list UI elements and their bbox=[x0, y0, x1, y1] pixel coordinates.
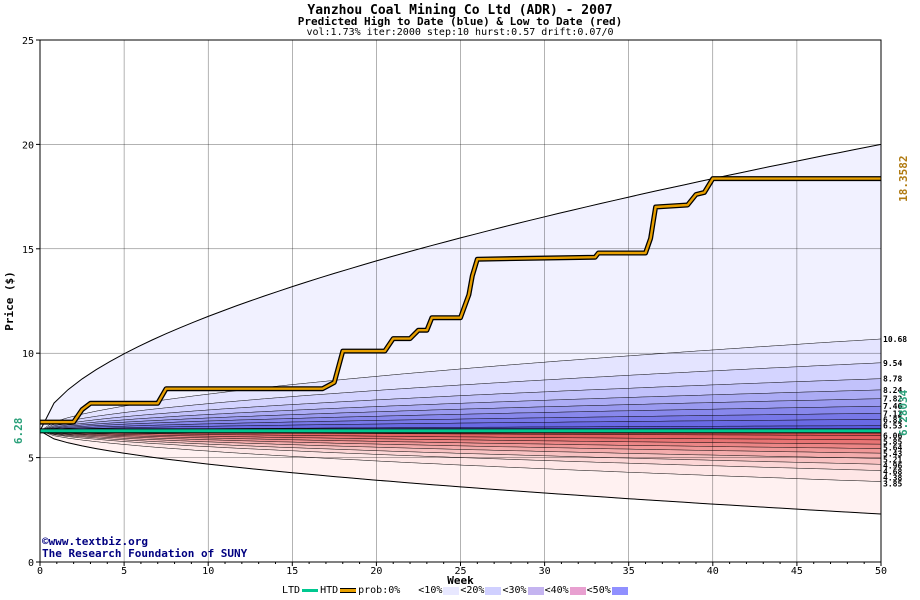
level-label-7: 6.83 bbox=[883, 415, 902, 424]
level-label-4: 7.82 bbox=[883, 395, 902, 404]
y-axis-label: Price ($) bbox=[3, 271, 16, 331]
level-label-13: 5.21 bbox=[883, 455, 902, 464]
y-tick-label-10: 10 bbox=[22, 349, 34, 360]
level-label-9: 6.06 bbox=[883, 431, 902, 440]
credit-site: ©www.textbiz.org bbox=[42, 535, 148, 548]
x-axis-label: Week bbox=[447, 574, 474, 587]
legend-ltd-swatch bbox=[302, 589, 319, 592]
y-tick-label-15: 15 bbox=[22, 245, 34, 256]
level-labels: 6.28 10.68 9.54 8.78 8.247.827.467.126.836.5… bbox=[12, 156, 910, 489]
level-label-14: 4.96 bbox=[883, 461, 902, 470]
y-tick-label-25: 25 bbox=[22, 36, 34, 47]
level-label-17: 3.85 bbox=[883, 479, 902, 488]
legend-htd-swatch bbox=[340, 588, 357, 593]
level-label-12: 5.43 bbox=[883, 449, 902, 458]
x-tick-label-0: 0 bbox=[37, 566, 43, 577]
legend-htd-label: HTD bbox=[320, 585, 339, 596]
legend-item-50: <50% bbox=[586, 585, 611, 596]
legend-item-20: <20% bbox=[460, 585, 485, 596]
level-label-3: 8.24 bbox=[883, 386, 902, 395]
y-tick-label-0: 0 bbox=[28, 558, 34, 569]
legend-item-40: <40% bbox=[544, 585, 569, 596]
level-label-6: 7.12 bbox=[883, 409, 902, 418]
chart-subtitle: Predicted High to Date (blue) & Low to D… bbox=[297, 15, 623, 28]
legend-swatch-10 bbox=[443, 586, 460, 595]
ltd-value-label: 6.28034 bbox=[897, 389, 910, 436]
htd-value-label: 18.3582 bbox=[897, 156, 910, 202]
level-label-8: 6.53 bbox=[883, 422, 902, 431]
x-tick-label-40: 40 bbox=[707, 566, 719, 577]
level-label-10: 5.85 bbox=[883, 437, 902, 446]
x-tick-label-30: 30 bbox=[539, 566, 551, 577]
x-tick-label-50: 50 bbox=[875, 566, 887, 577]
y-tick-label-5: 5 bbox=[28, 454, 34, 465]
y-tick-label-20: 20 bbox=[22, 140, 34, 151]
level-label-16: 4.38 bbox=[883, 473, 902, 482]
series bbox=[40, 176, 881, 434]
x-tick-label-20: 20 bbox=[370, 566, 382, 577]
legend-ltd-label: LTD bbox=[282, 585, 301, 596]
x-tick-label-15: 15 bbox=[286, 566, 298, 577]
level-label-5: 7.46 bbox=[883, 402, 902, 411]
level-label-11: 5.64 bbox=[883, 443, 902, 452]
level-label-0: 10.68 bbox=[883, 335, 907, 344]
x-tick-label-35: 35 bbox=[623, 566, 635, 577]
start-price-label: 6.28 bbox=[12, 418, 25, 445]
level-label-1: 9.54 bbox=[883, 359, 902, 368]
legend-swatch-30 bbox=[527, 586, 544, 595]
chart-title: Yanzhou Coal Mining Co Ltd (ADR) - 2007 bbox=[307, 3, 613, 18]
axes: 0 5 10 15 20 25 30 35 40 45 500510152025WeekPrice … bbox=[3, 36, 887, 587]
legend-item-30: <30% bbox=[502, 585, 527, 596]
chart-parameters: vol:1.73% iter:2000 step:10 hurst:0.57 d… bbox=[306, 27, 614, 38]
x-tick-label-5: 5 bbox=[121, 566, 127, 577]
x-tick-label-10: 10 bbox=[202, 566, 214, 577]
legend-swatch-50 bbox=[611, 586, 628, 595]
legend: LTD HTD prob:0% <10% <20% <30% <40% <50% bbox=[282, 585, 629, 596]
legend-swatch-20 bbox=[485, 586, 502, 595]
x-tick-label-25: 25 bbox=[454, 566, 466, 577]
level-label-15: 4.68 bbox=[883, 467, 902, 476]
htd-line bbox=[40, 177, 881, 424]
legend-prob-label: prob:0% bbox=[358, 585, 401, 596]
legend-swatch-40 bbox=[569, 586, 586, 595]
legend-item-10: <10% bbox=[418, 585, 443, 596]
credit-org: The Research Foundation of SUNY bbox=[42, 547, 248, 560]
x-tick-label-45: 45 bbox=[791, 566, 803, 577]
legend-swatch-0 bbox=[401, 586, 418, 595]
level-label-2: 8.78 bbox=[883, 375, 902, 384]
